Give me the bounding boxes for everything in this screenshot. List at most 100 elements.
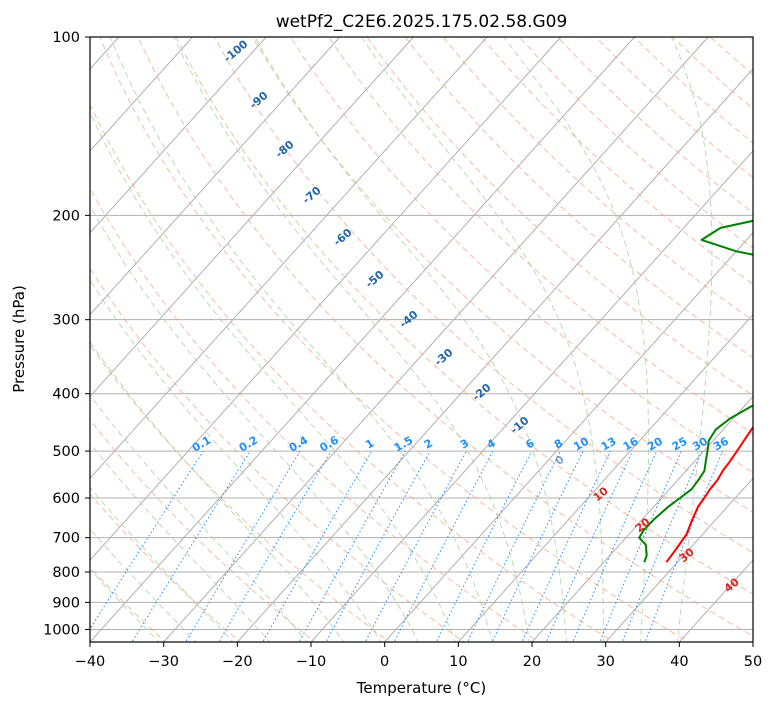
- dry-adiabat-line: [709, 37, 753, 76]
- moist-adiabat-line: [90, 486, 234, 642]
- dry-adiabat-line: [328, 37, 753, 435]
- dry-adiabat-label: -20: [470, 381, 494, 404]
- dry-adiabat-line: [90, 566, 167, 642]
- dry-adiabat-line: [290, 37, 753, 474]
- isotherm-line: [90, 37, 267, 234]
- isotherm-line: [90, 37, 341, 316]
- y-tick-label: 700: [52, 531, 80, 547]
- isotherm-line: [384, 231, 753, 642]
- mixing-ratio-line: [521, 450, 611, 642]
- dry-adiabat-line: [90, 103, 615, 642]
- isotherm-line: [457, 313, 753, 642]
- mixing-ratio-line: [572, 450, 658, 642]
- mixing-ratio-line: [491, 450, 584, 642]
- x-tick-label: 30: [596, 654, 614, 670]
- moist-adiabat-line: [360, 37, 604, 642]
- isotherm-line: [531, 395, 753, 642]
- x-tick-label: 50: [744, 654, 762, 670]
- y-tick-label: 100: [52, 30, 80, 46]
- y-tick-label: 400: [52, 387, 80, 403]
- mixing-ratio-label: 1: [363, 437, 376, 452]
- y-tick-label: 1000: [43, 622, 80, 638]
- isotherm-line: [236, 68, 753, 642]
- x-tick-label: 0: [380, 654, 389, 670]
- mixing-ratio-line: [218, 450, 332, 642]
- y-axis-label: Pressure (hPa): [10, 285, 28, 393]
- y-axis-ticks: 100 200 300 400 500 600 700 800 900 1000: [43, 30, 90, 638]
- dry-adiabat-label: -70: [300, 184, 324, 207]
- dry-adiabat-label: -100: [221, 37, 251, 65]
- dry-adiabat-label: -90: [247, 89, 271, 112]
- dry-adiabat-line: [175, 37, 753, 595]
- mixing-ratio-line: [599, 450, 682, 642]
- x-tick-label: 10: [449, 654, 467, 670]
- y-tick-label: 900: [52, 595, 80, 611]
- x-tick-label: −10: [296, 654, 327, 670]
- mixing-ratio-line: [466, 450, 561, 642]
- y-tick-label: 500: [52, 444, 80, 460]
- mixing-ratio-label: 3: [458, 437, 471, 452]
- moist-adiabat-line: [670, 37, 713, 642]
- dry-adiabat-line: [251, 37, 753, 513]
- dry-adiabat-line: [90, 344, 391, 642]
- moist-adiabat-line: [90, 442, 271, 642]
- line-annotations: 0.1 0.2 0.4 0.6 1 1.5 2 3 4 6 8 10 13 16 20 25 30 36-100-…: [190, 37, 742, 595]
- mixing-ratio-label: 6: [523, 436, 536, 451]
- x-tick-label: −30: [148, 654, 179, 670]
- isotherm-line: [90, 37, 414, 398]
- dry-adiabat-label: -60: [331, 226, 355, 249]
- dry-adiabat-label: 20: [633, 515, 653, 535]
- dry-adiabat-label: -80: [273, 138, 297, 161]
- isotherm-line: [90, 37, 193, 152]
- moist-adiabat-line: [173, 37, 530, 642]
- moist-adiabat-line: [90, 394, 308, 642]
- isotherm-line: [90, 37, 635, 642]
- isotherm-line: [163, 37, 709, 642]
- dry-adiabat-label: -30: [432, 346, 456, 369]
- dry-adiabat-line: [213, 37, 753, 554]
- isotherm-line: [310, 150, 753, 642]
- x-tick-label: 20: [523, 654, 541, 670]
- dry-adiabat-line: [633, 37, 753, 144]
- background-lines: [90, 37, 753, 642]
- y-tick-label: 300: [52, 313, 80, 329]
- mixing-ratio-line: [131, 450, 251, 642]
- dry-adiabat-line: [90, 267, 465, 642]
- mixing-ratio-label: 2: [422, 437, 435, 452]
- isotherm-line: [90, 37, 488, 480]
- data-series: [638, 219, 753, 563]
- mixing-ratio-line: [364, 450, 467, 642]
- x-tick-label: −20: [222, 654, 253, 670]
- dry-adiabat-line: [481, 37, 753, 285]
- y-tick-label: 600: [52, 491, 80, 507]
- mixing-ratio-line: [262, 450, 373, 642]
- dry-adiabat-line: [366, 37, 753, 396]
- plot-frame: [89, 36, 754, 643]
- temperature-line: [665, 425, 753, 563]
- chart-title: wetPf2_C2E6.2025.175.02.58.G09: [276, 12, 568, 32]
- moist-adiabat-line: [254, 37, 568, 642]
- dry-adiabat-line: [442, 37, 753, 322]
- mixing-ratio-line: [545, 450, 633, 642]
- mixing-ratio-line: [298, 450, 406, 642]
- mixing-ratio-line: [393, 450, 494, 642]
- moist-adiabat-line: [503, 37, 650, 642]
- dry-adiabat-line: [90, 493, 241, 642]
- x-tick-label: −40: [75, 654, 106, 670]
- moist-adiabat-line: [90, 528, 197, 642]
- mixing-ratio-line: [644, 450, 724, 642]
- dry-adiabat-line: [99, 37, 690, 642]
- x-tick-label: 40: [670, 654, 688, 670]
- mixing-ratio-line: [435, 450, 533, 642]
- dry-adiabat-label: 0: [553, 453, 567, 468]
- mixing-ratio-line: [90, 450, 204, 630]
- x-axis-ticks: −40 −30 −20 −10 0 10 20 30 40 50: [75, 642, 762, 670]
- isotherm-line: [605, 477, 753, 642]
- isotherm-line: [752, 641, 753, 642]
- dry-adiabat-line: [137, 37, 753, 637]
- mixing-ratio-label: 4: [485, 436, 498, 451]
- y-tick-label: 200: [52, 208, 80, 224]
- isotherm-line: [90, 37, 562, 561]
- y-tick-label: 800: [52, 565, 80, 581]
